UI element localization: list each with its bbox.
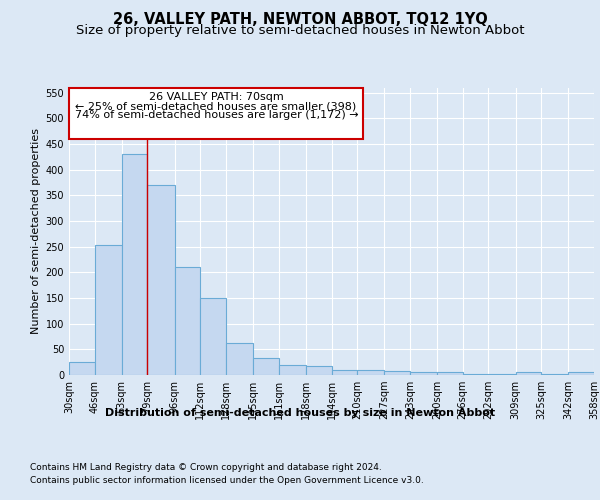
Bar — [306, 366, 331, 375]
Bar — [69, 362, 95, 375]
Bar — [437, 372, 463, 375]
Bar — [541, 374, 568, 375]
Bar — [357, 370, 385, 375]
Bar — [568, 372, 594, 375]
Text: 26 VALLEY PATH: 70sqm: 26 VALLEY PATH: 70sqm — [149, 92, 283, 102]
Bar — [226, 342, 253, 375]
Bar — [253, 358, 278, 375]
Bar — [385, 372, 410, 375]
Text: 26, VALLEY PATH, NEWTON ABBOT, TQ12 1YQ: 26, VALLEY PATH, NEWTON ABBOT, TQ12 1YQ — [113, 12, 487, 28]
Bar — [122, 154, 148, 375]
Bar — [175, 267, 200, 375]
Text: Distribution of semi-detached houses by size in Newton Abbot: Distribution of semi-detached houses by … — [105, 408, 495, 418]
Text: Contains HM Land Registry data © Crown copyright and database right 2024.: Contains HM Land Registry data © Crown c… — [30, 462, 382, 471]
Bar — [463, 374, 488, 375]
Bar — [200, 298, 226, 375]
Text: Contains public sector information licensed under the Open Government Licence v3: Contains public sector information licen… — [30, 476, 424, 485]
Bar — [410, 372, 437, 375]
Bar — [488, 374, 515, 375]
Bar — [515, 372, 541, 375]
Text: ← 25% of semi-detached houses are smaller (398): ← 25% of semi-detached houses are smalle… — [75, 101, 356, 111]
Bar — [331, 370, 357, 375]
Bar — [95, 245, 122, 375]
Bar — [148, 185, 175, 375]
Text: 74% of semi-detached houses are larger (1,172) →: 74% of semi-detached houses are larger (… — [75, 110, 359, 120]
Y-axis label: Number of semi-detached properties: Number of semi-detached properties — [31, 128, 41, 334]
Text: Size of property relative to semi-detached houses in Newton Abbot: Size of property relative to semi-detach… — [76, 24, 524, 37]
Bar — [278, 364, 306, 375]
